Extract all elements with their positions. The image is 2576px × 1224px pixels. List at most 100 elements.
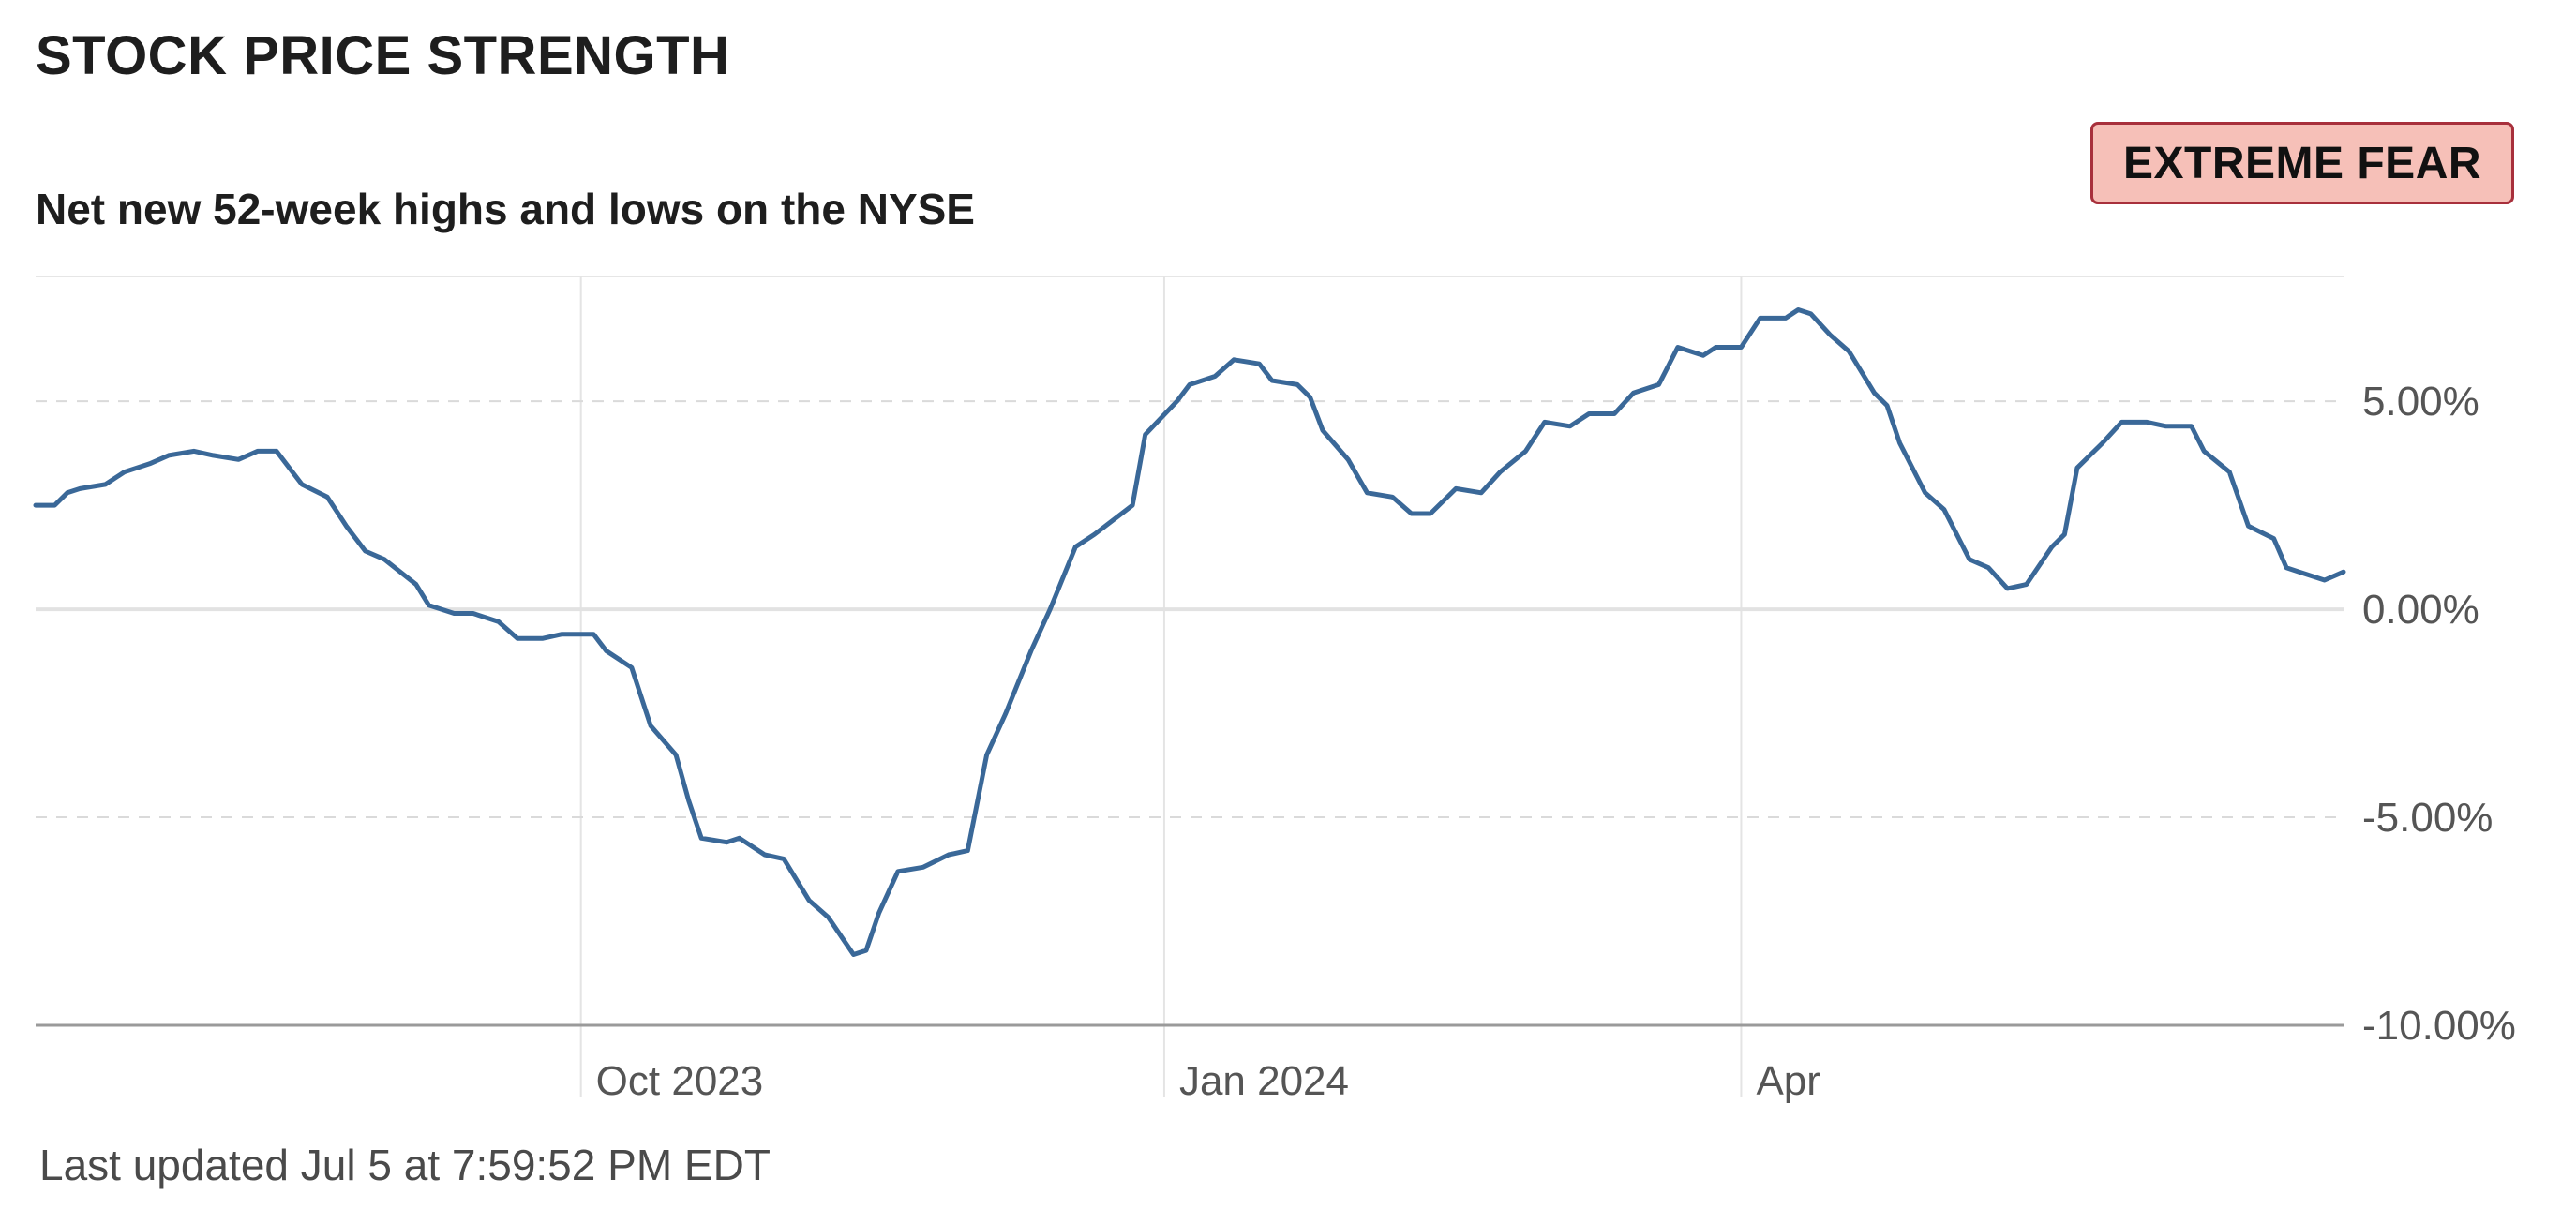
data-point	[452, 611, 457, 616]
data-point	[947, 853, 951, 858]
data-point	[1175, 399, 1179, 404]
data-point	[1321, 428, 1325, 433]
data-point	[236, 457, 241, 462]
data-point	[1796, 307, 1801, 312]
data-point	[604, 649, 608, 653]
data-point	[1346, 457, 1351, 462]
data-point	[2322, 578, 2327, 583]
data-point	[895, 869, 900, 873]
last-updated-text: Last updated Jul 5 at 7:59:52 PM EDT	[39, 1141, 771, 1189]
y-tick-label: 0.00%	[2362, 587, 2479, 633]
data-point	[1967, 557, 1971, 561]
data-point	[382, 557, 387, 561]
data-point	[2202, 449, 2207, 454]
data-point	[103, 482, 108, 486]
data-point	[807, 898, 812, 903]
data-point	[1003, 711, 1008, 716]
data-point	[1409, 512, 1414, 516]
data-point	[1808, 311, 1813, 316]
data-point	[649, 724, 653, 728]
data-point	[413, 582, 418, 587]
data-point	[699, 836, 704, 841]
data-point	[1213, 374, 1218, 379]
data-point	[2189, 424, 2194, 428]
data-point	[1986, 565, 1991, 570]
data-point	[1308, 395, 1312, 399]
data-point	[167, 453, 172, 457]
x-tick-label: Oct 2023	[596, 1058, 764, 1104]
data-point	[1269, 379, 1274, 383]
data-point	[2049, 545, 2054, 549]
y-tick-label: -5.00%	[2362, 795, 2493, 841]
data-point	[1073, 545, 1078, 549]
chart-gridlines	[36, 276, 2344, 1097]
data-point	[2024, 582, 2029, 587]
data-point	[1612, 411, 1617, 416]
data-point	[2164, 424, 2168, 428]
data-point	[1941, 507, 1946, 512]
data-point	[1390, 495, 1395, 500]
data-point	[1523, 449, 1528, 454]
data-point	[1847, 349, 1851, 353]
data-point	[516, 636, 520, 641]
data-point	[1131, 503, 1135, 508]
y-tick-label: -10.00%	[2362, 1003, 2516, 1049]
data-point	[1295, 382, 1300, 387]
data-point	[984, 753, 989, 757]
panel-title: STOCK PRICE STRENGTH	[36, 25, 730, 86]
data-point	[427, 603, 431, 607]
data-point	[1675, 345, 1680, 350]
data-point	[762, 853, 767, 858]
data-point	[1567, 424, 1572, 428]
data-point	[34, 503, 38, 508]
data-point	[1885, 403, 1890, 408]
data-point	[2297, 570, 2301, 575]
data-point	[2284, 565, 2289, 570]
data-point	[782, 857, 786, 861]
data-point	[686, 799, 691, 803]
data-point	[300, 482, 305, 486]
data-point	[1365, 490, 1370, 495]
data-point	[1048, 607, 1053, 612]
data-point	[2271, 536, 2276, 541]
data-point	[1454, 486, 1459, 491]
x-tick-label: Jan 2024	[1179, 1058, 1349, 1104]
data-point	[1631, 391, 1636, 396]
data-point	[1897, 440, 1902, 445]
data-point	[1143, 432, 1147, 437]
data-point	[78, 486, 82, 491]
data-point	[211, 453, 216, 457]
data-point	[255, 449, 260, 454]
data-point	[1872, 391, 1877, 396]
data-point	[851, 952, 856, 957]
data-point	[1714, 345, 1718, 350]
sentiment-badge: EXTREME FEAR	[2090, 122, 2514, 204]
data-point	[629, 665, 634, 670]
x-tick-label: Apr	[1756, 1058, 1820, 1104]
data-point	[1429, 512, 1433, 516]
data-point	[1656, 382, 1661, 387]
data-point	[2101, 440, 2105, 445]
data-point	[560, 632, 564, 636]
data-point	[344, 524, 349, 529]
data-point	[737, 836, 741, 841]
data-point	[592, 632, 596, 636]
data-point	[1232, 357, 1236, 362]
data-point	[1587, 411, 1592, 416]
data-point	[2227, 470, 2232, 474]
data-point	[1739, 345, 1744, 350]
data-point	[1092, 532, 1097, 537]
data-point	[2246, 524, 2251, 529]
data-point	[826, 915, 831, 919]
y-tick-label: 5.00%	[2362, 379, 2479, 425]
chart-series	[33, 307, 2346, 957]
data-point	[2145, 420, 2149, 425]
data-point	[192, 449, 197, 454]
chart-axes: Oct 2023 Jan 2024 Apr 5.00% 0.00% -5.00% -10.0…	[596, 379, 2516, 1104]
data-point	[2062, 532, 2067, 537]
data-point	[471, 611, 475, 616]
data-point	[2074, 466, 2079, 470]
data-point	[2119, 420, 2124, 425]
data-point	[1479, 490, 1484, 495]
